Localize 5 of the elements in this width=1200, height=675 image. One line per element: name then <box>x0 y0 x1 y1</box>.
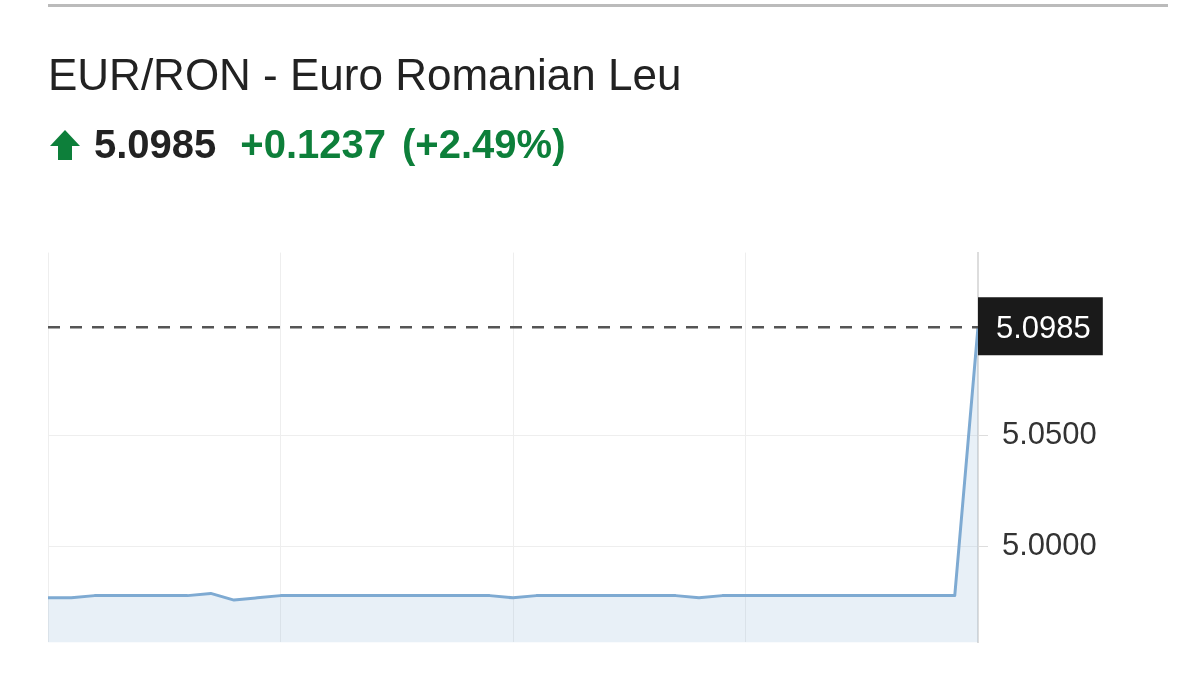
y-tick-label: 5.0500 <box>1002 415 1097 451</box>
ref-line-label: 5.0985 <box>996 309 1091 345</box>
y-tick-label: 5.0000 <box>1002 527 1097 563</box>
chart-title: EUR/RON - Euro Romanian Leu <box>48 50 682 100</box>
chart-subtitle: 5.0985 +0.1237 (+2.49%) <box>94 122 566 166</box>
